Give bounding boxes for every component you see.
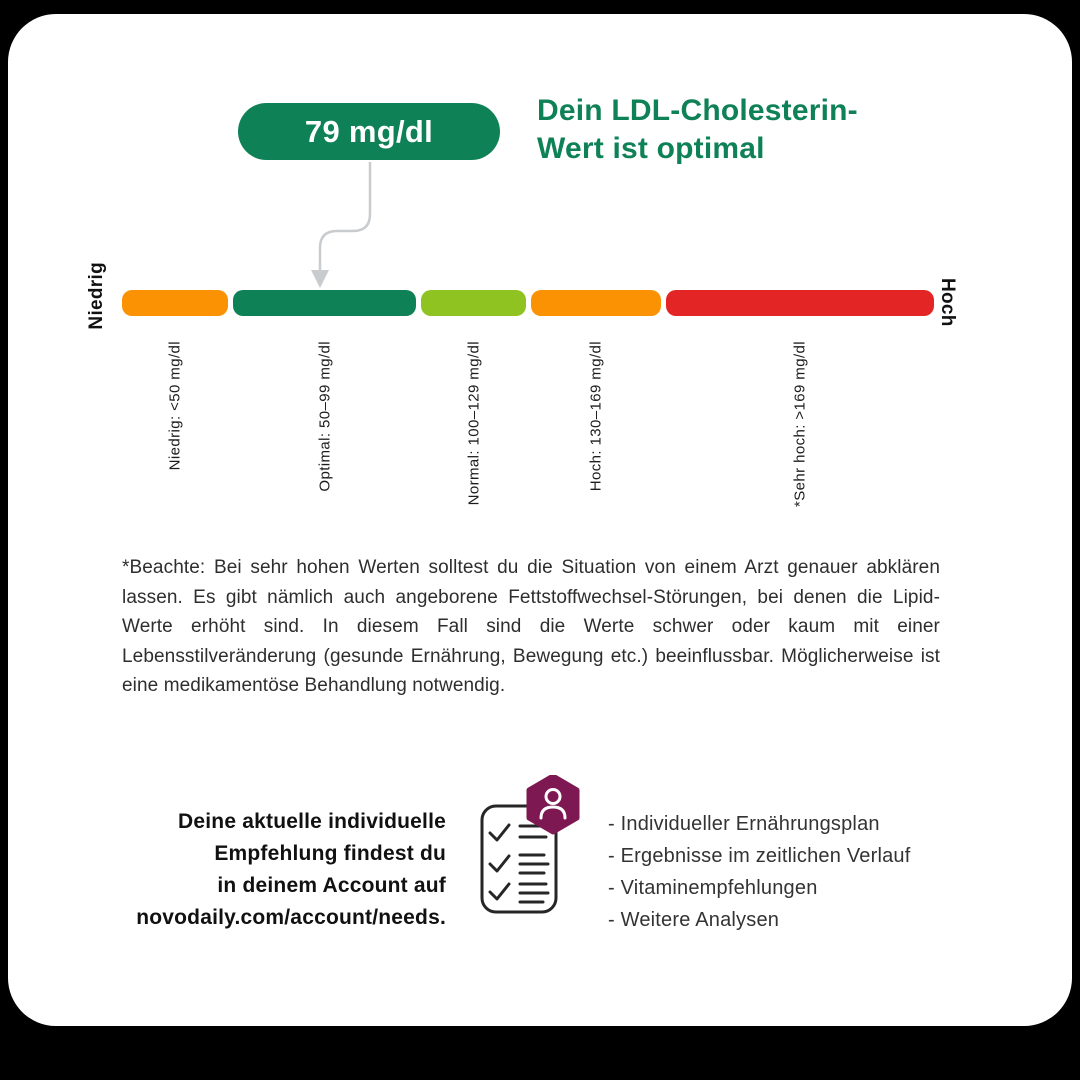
checklist-user-icon	[480, 775, 580, 914]
tick-label: Niedrig: <50 mg/dl	[166, 341, 184, 471]
account-info-line: in deinem Account auf	[217, 874, 446, 897]
pointer-arrow-icon	[311, 162, 372, 288]
checklist-icon	[480, 804, 558, 914]
tick-label: *Sehr hoch: >169 mg/dl	[791, 341, 809, 507]
benefits-list: - Individueller Ernährungsplan - Ergebnis…	[608, 808, 911, 936]
heading-line-2: Wert ist optimal	[537, 132, 765, 165]
benefit-item: - Vitaminempfehlungen	[608, 877, 818, 899]
scale-segment	[421, 290, 526, 316]
tick-label: Normal: 100–129 mg/dl	[465, 341, 482, 506]
value-badge-label: 79 mg/dl	[304, 113, 434, 149]
value-badge: 79 mg/dl	[238, 103, 500, 160]
scale-segment	[233, 290, 416, 316]
note-paragraph: *Beachte: Bei sehr hohen Werten solltest…	[122, 557, 940, 696]
account-info-text: Deine aktuelle individuelle Empfehlung fi…	[100, 806, 446, 934]
heading-line-1: Dein LDL-Cholesterin-	[537, 94, 858, 127]
account-info-line: novodaily.com/account/needs.	[136, 906, 446, 929]
scale-segment	[666, 290, 934, 316]
benefit-item: - Weitere Analysen	[608, 909, 780, 931]
scale-low-label: Niedrig	[86, 262, 107, 330]
user-badge-icon	[526, 775, 580, 835]
benefit-item: - Ergebnisse im zeitlichen Verlauf	[608, 845, 911, 867]
result-heading: Dein LDL-Cholesterin- Wert ist optimal	[537, 92, 858, 168]
tick-label: Hoch: 130–169 mg/dl	[587, 341, 605, 492]
scale-high-label: Hoch	[937, 278, 958, 327]
scale-segment	[531, 290, 661, 316]
scale-bar	[122, 290, 934, 316]
tick-label: Optimal: 50–99 mg/dl	[316, 341, 333, 492]
scale-segment	[122, 290, 228, 316]
account-info-line: Deine aktuelle individuelle	[178, 810, 446, 833]
account-info-line: Empfehlung findest du	[214, 842, 446, 865]
benefit-item: - Individueller Ernährungsplan	[608, 813, 880, 835]
